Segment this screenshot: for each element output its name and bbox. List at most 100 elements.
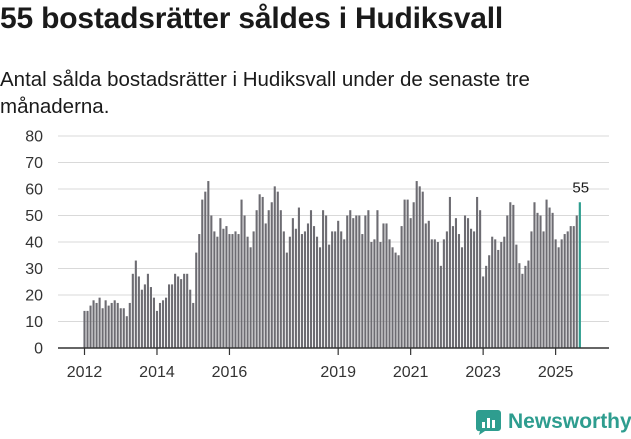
bar [451,226,454,348]
bar [104,300,107,348]
bar [189,289,192,348]
bar [400,226,403,348]
x-tick-label: 2025 [538,364,574,381]
bar [164,297,168,348]
bar [267,210,270,348]
bar [421,191,424,348]
y-tick-label: 50 [25,208,43,225]
bar [352,218,355,348]
bar [312,226,316,348]
bar [554,239,557,348]
bar [177,276,180,348]
bar [397,255,400,348]
bar [470,228,473,348]
bar [340,231,343,348]
bar [370,242,373,348]
bar [572,226,575,348]
bar [530,231,533,348]
bar [319,247,322,348]
y-tick-label: 40 [25,235,43,252]
y-tick-label: 10 [25,314,43,331]
bar [158,302,162,348]
bar [391,247,394,348]
bar [261,196,264,348]
bar [361,234,364,348]
bar [161,300,165,348]
bar [424,223,427,348]
bar [463,215,467,348]
bar [322,210,325,348]
bar [334,231,337,348]
bar [343,239,346,348]
bar [394,252,397,348]
latest-value-label: 55 [572,179,589,196]
bar [560,239,563,348]
bar [500,242,503,348]
bar [198,234,201,348]
bar [364,215,367,348]
bar [246,236,249,348]
bar [309,210,313,348]
bar [476,196,479,348]
bar [412,202,415,348]
bar [563,234,566,348]
bar [291,218,294,348]
bar [430,239,433,348]
bar [460,247,464,348]
bar [288,236,291,348]
x-tick-label: 2016 [212,364,248,381]
bar [243,215,246,348]
bar [427,220,430,348]
bar [355,215,358,348]
bar [146,273,149,348]
bar [454,218,458,348]
x-tick-label: 2012 [67,364,103,381]
bar [219,218,222,348]
bar [225,226,228,348]
x-tick-label: 2023 [465,364,501,381]
bar [542,231,545,348]
bar [545,199,548,348]
bar [273,186,276,348]
bar [506,215,509,348]
bar [457,234,461,348]
bar [373,239,376,348]
bar [294,228,297,348]
bar [207,181,210,348]
bar [403,199,406,348]
bar [210,215,213,348]
bar [234,231,237,348]
x-tick-label: 2014 [139,364,175,381]
bar [509,202,512,348]
y-tick-label: 80 [25,129,43,146]
bar [551,212,554,348]
bar [406,199,409,348]
bar [512,204,515,348]
bar [346,215,349,348]
bar [195,252,198,348]
bar [448,196,451,348]
bar [279,210,282,348]
bar [98,297,101,348]
bar [186,273,189,348]
bar [122,308,125,348]
bar [497,249,500,348]
bar [107,305,110,348]
bar [237,234,240,348]
bar [116,302,119,348]
bar [418,186,421,348]
bar [204,191,207,348]
bar-latest [578,202,581,348]
bar [569,226,572,348]
bar [566,231,569,348]
y-tick-label: 60 [25,182,43,199]
bar [494,239,497,348]
bar [270,202,273,348]
bar [524,265,527,348]
bar [439,265,442,348]
bar [252,231,255,348]
newsworthy-wordmark: Newsworthy [508,409,631,433]
bar [264,223,267,348]
bar [388,239,391,348]
y-tick-label: 70 [25,155,43,172]
